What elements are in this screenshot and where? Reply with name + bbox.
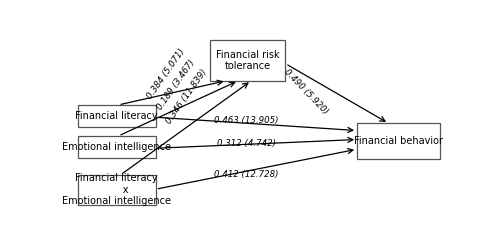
Text: 0.384 (5.071): 0.384 (5.071) (146, 47, 187, 101)
Text: 0.463 (13.905): 0.463 (13.905) (214, 116, 279, 125)
Text: 0.189 (3.467): 0.189 (3.467) (156, 58, 196, 112)
FancyBboxPatch shape (78, 175, 156, 205)
Text: Financial behavior: Financial behavior (354, 136, 443, 146)
Text: Financial literacy: Financial literacy (76, 111, 158, 121)
FancyBboxPatch shape (357, 123, 440, 159)
Text: Financial risk
tolerance: Financial risk tolerance (216, 49, 280, 71)
Text: Financial literacy
      x
Emotional intelligence: Financial literacy x Emotional intellige… (62, 173, 171, 206)
FancyBboxPatch shape (78, 105, 156, 127)
Text: 0.412 (12.728): 0.412 (12.728) (214, 170, 279, 179)
Text: 0.490 (5.920): 0.490 (5.920) (282, 67, 330, 116)
FancyBboxPatch shape (210, 40, 286, 81)
FancyBboxPatch shape (78, 136, 156, 158)
Text: 0.312 (4.742): 0.312 (4.742) (217, 139, 276, 148)
Text: Emotional intelligence: Emotional intelligence (62, 142, 171, 152)
Text: 0.346 (11.839): 0.346 (11.839) (164, 68, 208, 125)
